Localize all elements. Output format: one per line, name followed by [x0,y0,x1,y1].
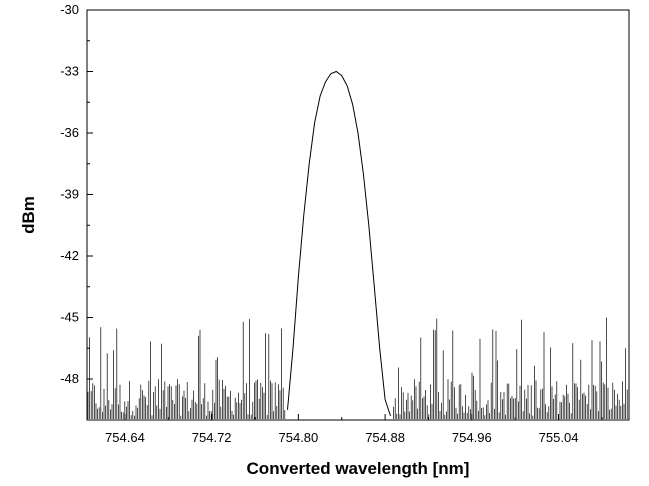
y-tick-label: -45 [60,310,79,325]
x-tick-label: 754.72 [192,430,232,445]
x-tick-label: 754.64 [105,430,145,445]
y-axis-ticks: -30 -33 -36 -39 -42 -45 -48 [60,2,93,386]
x-axis-ticks: 754.64 754.72 754.80 754.88 754.96 755.04 [105,414,603,445]
x-tick-label: 755.04 [539,430,579,445]
y-tick-label: -48 [60,371,79,386]
plot-area-frame [86,9,630,421]
x-tick-label: 754.88 [365,430,405,445]
x-tick-label: 754.80 [278,430,318,445]
y-tick-label: -36 [60,125,79,140]
signal-peak-line [287,70,391,417]
y-tick-label: -39 [60,187,79,202]
y-tick-label: -30 [60,2,79,17]
noise-floor [87,317,628,419]
x-axis-title: Converted wavelength [nm] [247,459,470,478]
y-tick-label: -33 [60,64,79,79]
noise-spikes [87,317,628,419]
y-axis-title: dBm [19,196,38,234]
y-tick-label: -42 [60,248,79,263]
x-tick-label: 754.96 [452,430,492,445]
